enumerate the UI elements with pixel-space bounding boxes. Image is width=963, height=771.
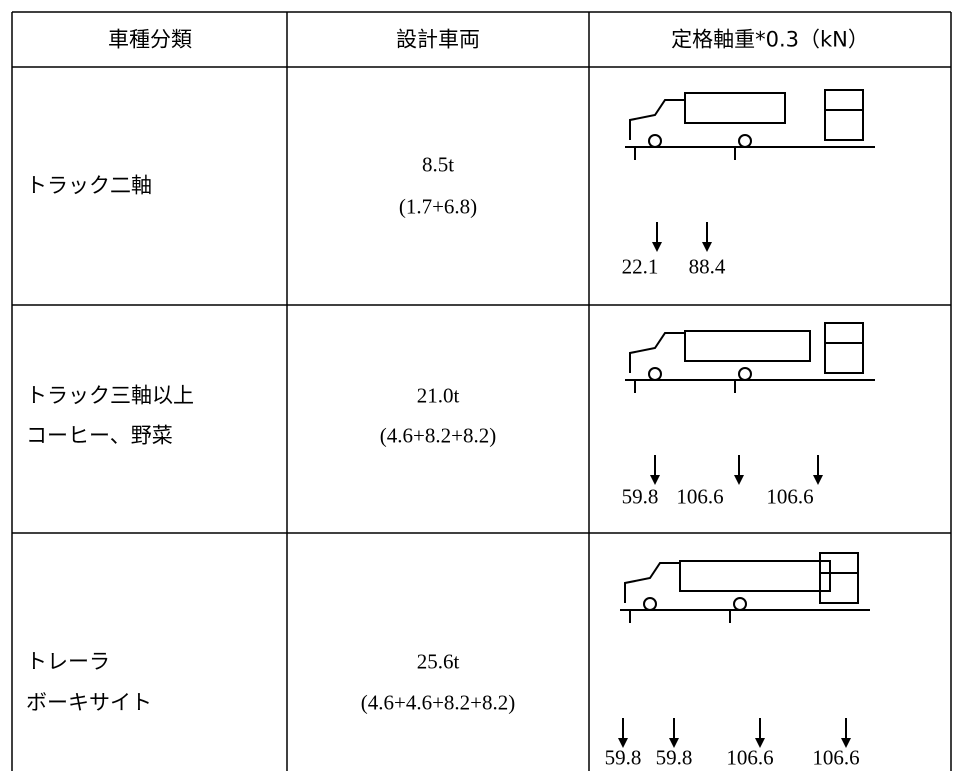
arrow-head: [650, 475, 660, 485]
header-cell: 設計車両: [396, 27, 480, 52]
axle-load: 59.8: [621, 484, 659, 509]
vehicle-class: トレーラ: [26, 649, 110, 674]
sketch-part: [824, 322, 864, 374]
arrow-head: [652, 242, 662, 252]
design-vehicle: (4.6+8.2+8.2): [379, 423, 497, 448]
sketch-part: [629, 99, 686, 140]
sketch-part: [679, 560, 831, 592]
arrow-head: [618, 738, 628, 748]
sketch-part: [738, 134, 752, 148]
axle-load: 59.8: [655, 745, 693, 770]
header-cell: 定格軸重*0.3（kN）: [671, 27, 869, 52]
design-vehicle: 8.5t: [421, 152, 455, 177]
axle-load: 22.1: [621, 254, 659, 279]
sketch-part: [648, 134, 662, 148]
arrow-head: [813, 475, 823, 485]
vehicle-class: コーヒー、野菜: [26, 423, 173, 448]
arrow-head: [755, 738, 765, 748]
sketch-part: [684, 330, 811, 362]
arrow-head: [702, 242, 712, 252]
axle-load: 106.6: [812, 745, 860, 770]
truck-sketch: [625, 89, 875, 160]
sketch-part: [643, 597, 657, 611]
design-vehicle: 21.0t: [416, 383, 460, 408]
sketch-part: [684, 92, 786, 124]
axle-load: 59.8: [604, 745, 642, 770]
sketch-part: [629, 332, 686, 373]
sketch-part: [733, 597, 747, 611]
axle-load: 88.4: [688, 254, 726, 279]
design-vehicle: 25.6t: [416, 649, 460, 674]
axle-load: 106.6: [726, 745, 774, 770]
vehicle-class: トラック二軸: [26, 173, 152, 198]
arrow-head: [734, 475, 744, 485]
truck-sketch: [625, 322, 875, 393]
vehicle-class: ボーキサイト: [26, 690, 152, 715]
truck-sketch: [620, 552, 870, 623]
arrow-head: [841, 738, 851, 748]
design-vehicle: (1.7+6.8): [398, 194, 478, 219]
sketch-part: [624, 562, 681, 603]
arrow-head: [669, 738, 679, 748]
sketch-part: [738, 367, 752, 381]
header-cell: 車種分類: [108, 27, 192, 52]
axle-load: 106.6: [766, 484, 814, 509]
sketch-part: [819, 552, 859, 604]
sketch-part: [648, 367, 662, 381]
vehicle-class: トラック三軸以上: [26, 383, 194, 408]
axle-load: 106.6: [676, 484, 724, 509]
sketch-part: [824, 89, 864, 141]
design-vehicle: (4.6+4.6+8.2+8.2): [360, 690, 516, 715]
